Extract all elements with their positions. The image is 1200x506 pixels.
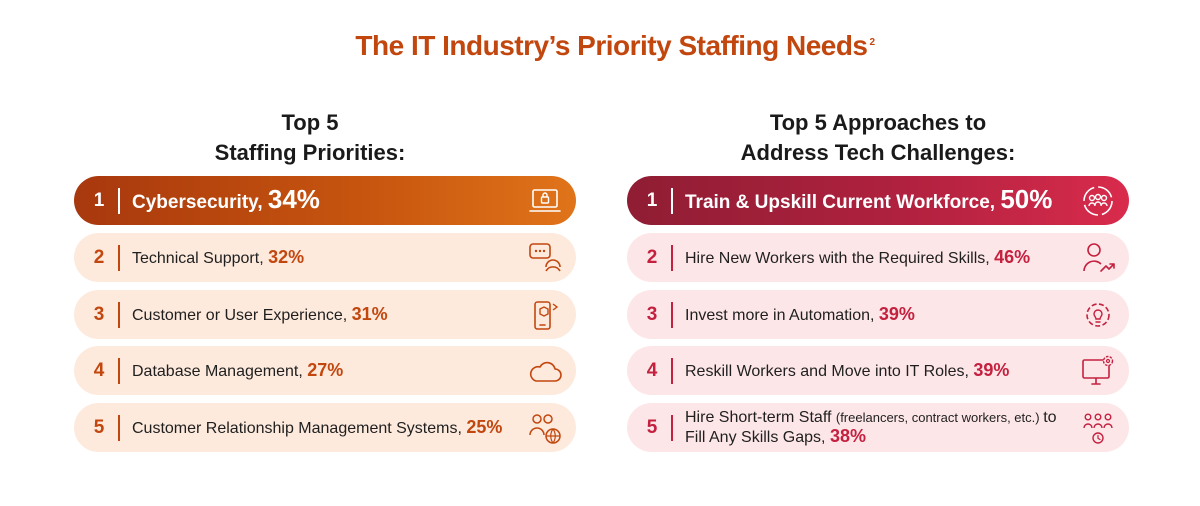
table-row: 2 Technical Support, 32%	[74, 233, 576, 282]
row-label: Cybersecurity, 34%	[132, 186, 576, 213]
row-label: Customer Relationship Management Systems…	[132, 416, 576, 438]
staffing-priorities-title: Top 5 Staffing Priorities:	[214, 110, 406, 165]
row-percentage: 38%	[829, 426, 866, 446]
row-label-text: Hire Short-term Staff	[685, 409, 836, 426]
chat-headset-icon	[526, 239, 564, 277]
rank-divider	[671, 414, 673, 441]
table-row: 4 Reskill Workers and Move into IT Roles,…	[627, 346, 1129, 395]
row-percentage: 39%	[878, 303, 915, 324]
row-label-text: Database Management,	[132, 362, 308, 380]
row-label: Customer or User Experience, 31%	[132, 303, 576, 325]
row-label-text: Technical Support,	[132, 249, 269, 267]
rank-divider	[671, 301, 673, 328]
table-row: 5 Customer Relationship Management System…	[74, 403, 576, 452]
rank-number: 5	[646, 416, 658, 438]
rank-divider	[118, 414, 120, 441]
rank-number: 4	[646, 359, 658, 381]
row-label-text: Invest more in Automation,	[685, 306, 879, 324]
table-row: 5 Hire Short-term Staff (freelancers, con…	[627, 403, 1129, 452]
table-row: 3 Customer or User Experience, 31%	[74, 290, 576, 339]
person-growth-icon	[1079, 239, 1117, 277]
rank-number: 2	[93, 246, 105, 268]
rank-divider	[671, 357, 673, 384]
people-globe-icon	[526, 409, 564, 447]
rank-number: 5	[93, 416, 105, 438]
row-label-note: (freelancers, contract workers, etc.)	[835, 410, 1044, 425]
row-percentage: 46%	[994, 246, 1031, 267]
row-label: Hire New Workers with the Required Skill…	[685, 246, 1129, 268]
row-label: Train & Upskill Current Workforce, 50%	[685, 186, 1129, 213]
rank-divider	[118, 187, 120, 214]
approaches-title: Top 5 Approaches to Address Tech Challen…	[740, 110, 1016, 165]
table-row: 1 Train & Upskill Current Workforce, 50%	[627, 176, 1129, 225]
row-percentage: 39%	[973, 359, 1010, 380]
gear-bulb-icon	[1079, 296, 1117, 334]
rank-divider	[118, 357, 120, 384]
rank-divider	[118, 301, 120, 328]
staff-clock-icon	[1079, 409, 1117, 447]
rank-divider	[671, 244, 673, 271]
row-label-text: Train & Upskill Current Workforce,	[685, 191, 1001, 213]
row-label-text: Cybersecurity,	[132, 191, 268, 213]
row-label: Invest more in Automation, 39%	[685, 303, 1129, 325]
row-label-text: Hire New Workers with the Required Skill…	[685, 249, 995, 267]
row-label: Database Management, 27%	[132, 359, 576, 381]
row-percentage: 27%	[307, 359, 344, 380]
monitor-gear-icon	[1079, 352, 1117, 390]
table-row: 1 Cybersecurity, 34%	[74, 176, 576, 225]
laptop-lock-icon	[526, 182, 564, 220]
row-percentage: 31%	[351, 303, 388, 324]
row-label-text: Reskill Workers and Move into IT Roles,	[685, 362, 974, 380]
phone-box-icon	[526, 296, 564, 334]
row-percentage: 32%	[268, 246, 305, 267]
table-row: 2 Hire New Workers with the Required Skil…	[627, 233, 1129, 282]
table-row: 4 Database Management, 27%	[74, 346, 576, 395]
row-label-tail: to Fill Any Skills Gaps,	[685, 409, 1057, 446]
rank-number: 3	[646, 303, 658, 325]
row-label-text: Customer or User Experience,	[132, 306, 352, 324]
row-percentage: 34%	[267, 183, 320, 214]
rank-number: 1	[646, 189, 658, 211]
page-title: The IT Industry’s Priority Staffing Need…	[355, 30, 876, 61]
row-label-text: Customer Relationship Management Systems…	[132, 419, 467, 437]
rank-number: 4	[93, 359, 105, 381]
rank-divider	[671, 187, 673, 214]
rank-number: 3	[93, 303, 105, 325]
row-percentage: 25%	[466, 416, 503, 437]
row-percentage: 50%	[1000, 183, 1053, 214]
table-row: 3 Invest more in Automation, 39%	[627, 290, 1129, 339]
cloud-icon	[526, 352, 564, 390]
rank-divider	[118, 244, 120, 271]
team-cycle-icon	[1079, 182, 1117, 220]
row-label: Reskill Workers and Move into IT Roles, …	[685, 359, 1129, 381]
row-label: Technical Support, 32%	[132, 246, 576, 268]
rank-number: 1	[93, 189, 105, 211]
title-footnote: 2	[869, 36, 876, 48]
rank-number: 2	[646, 246, 658, 268]
row-label: Hire Short-term Staff (freelancers, cont…	[685, 408, 1129, 447]
